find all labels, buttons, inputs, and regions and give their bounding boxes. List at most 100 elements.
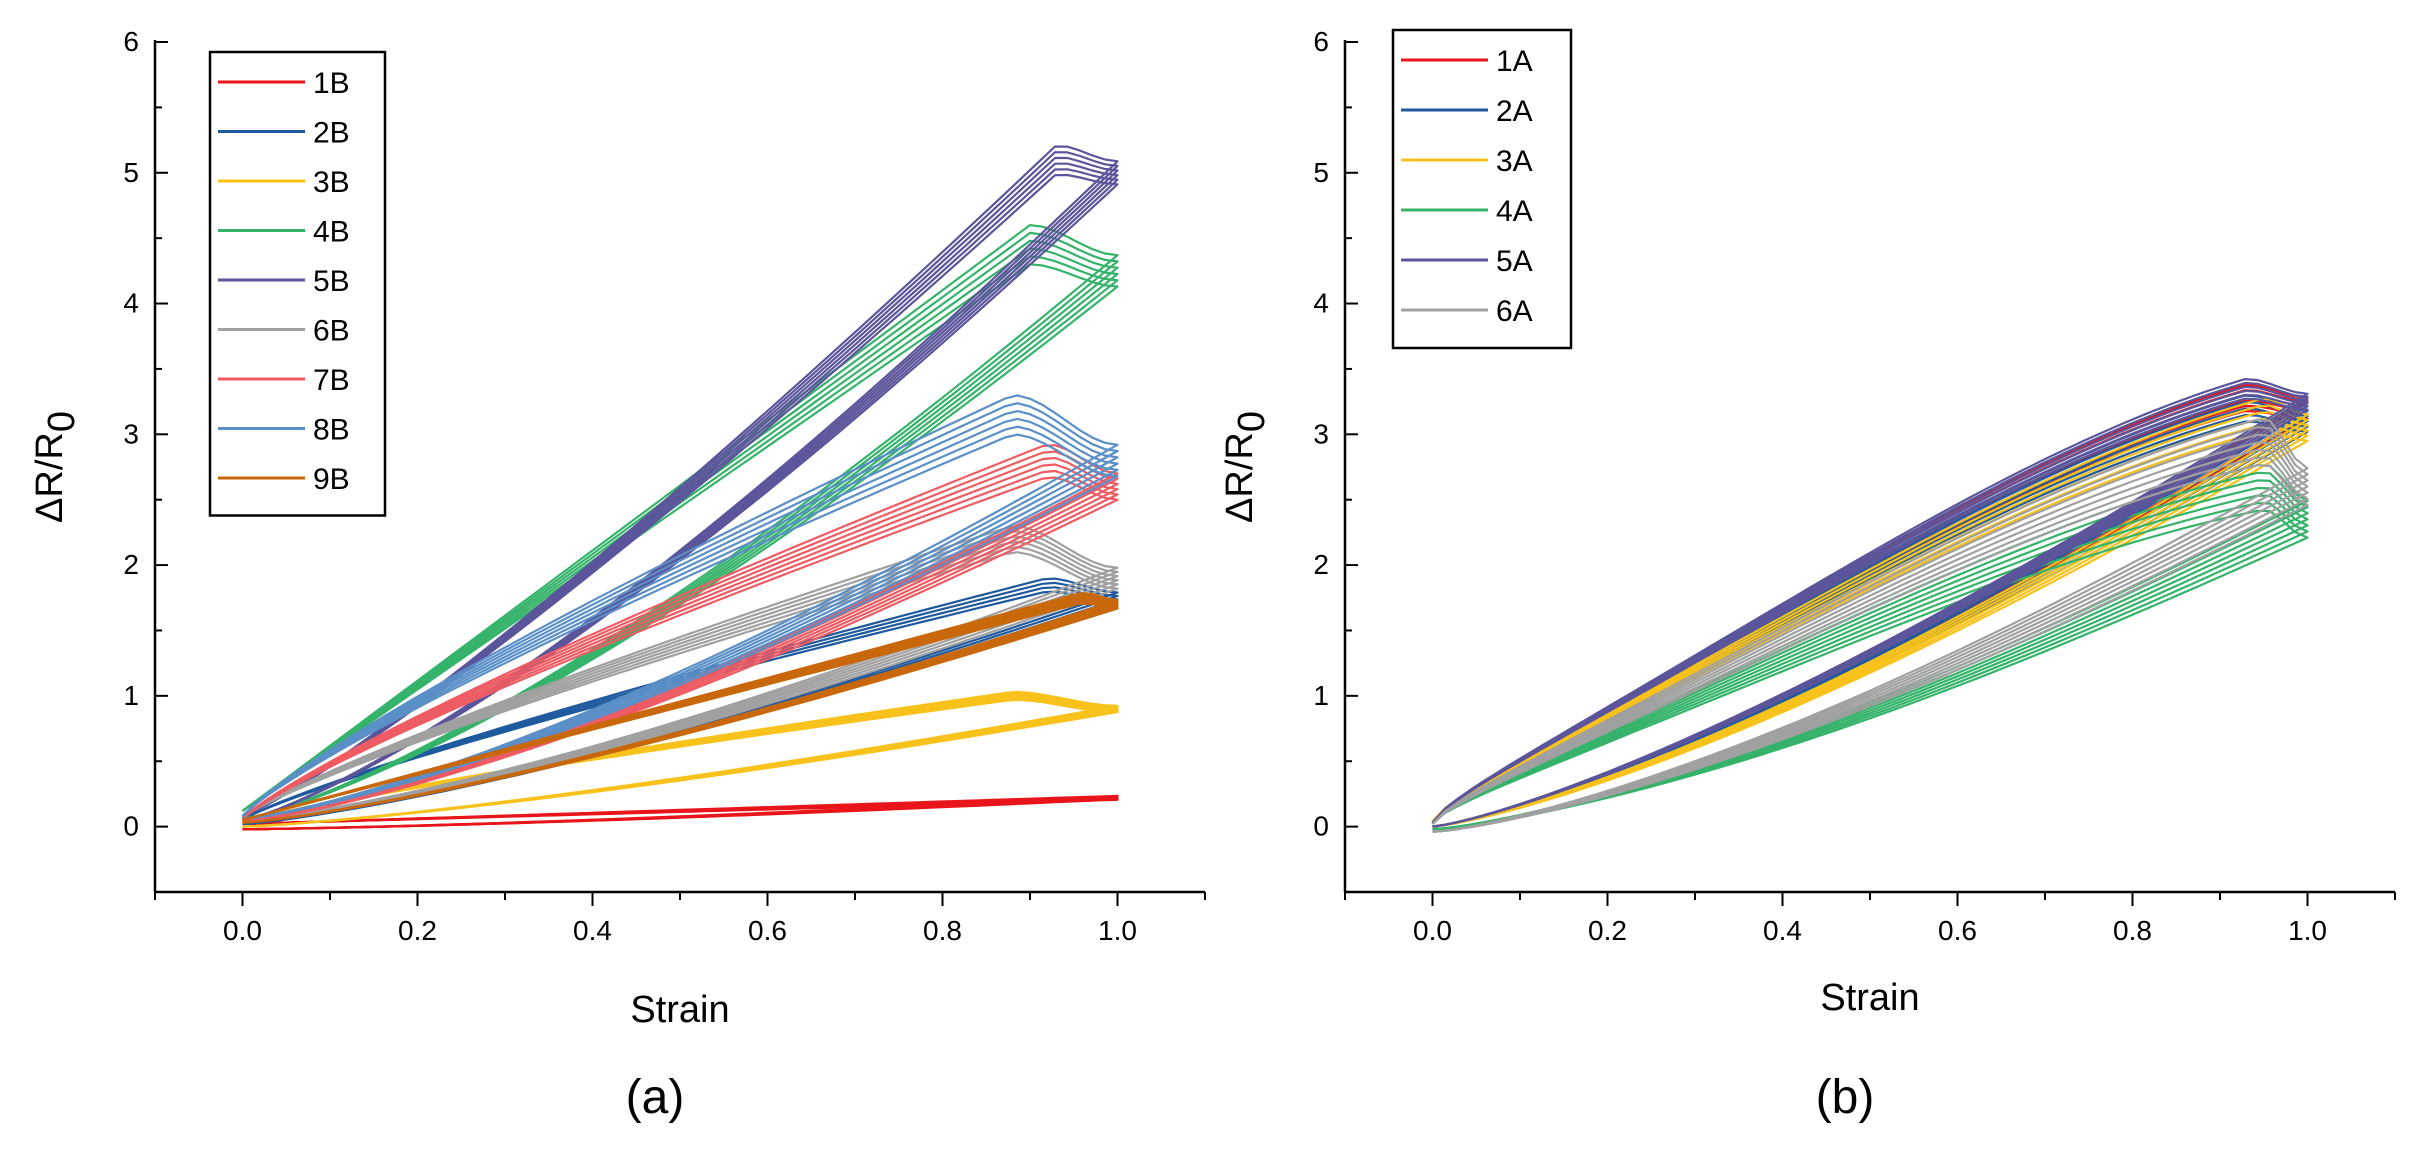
- series-7B-cycle: [241, 476, 1119, 823]
- x-tick-label: 0.0: [223, 915, 262, 946]
- series-6B-cycle: [241, 525, 1119, 822]
- series-6A-cycle: [1431, 441, 2309, 833]
- series-6A-cycle: [1431, 426, 2309, 833]
- y-tick-label: 0: [1313, 811, 1329, 842]
- x-ticks: 0.0 0.2 0.4 0.6 0.8 1.0: [1344, 892, 2396, 946]
- legend-label-5A: 5A: [1496, 245, 1533, 278]
- series-5A: [1431, 378, 2309, 828]
- x-tick-label: 0.0: [1413, 915, 1452, 946]
- panel-label: (b): [1816, 1071, 1875, 1124]
- series-layer: [1431, 378, 2309, 833]
- series-8B-cycle: [241, 417, 1119, 820]
- y-tick-label: 3: [123, 418, 139, 449]
- series-8B: [241, 394, 1119, 820]
- series-2A-cycle: [1431, 400, 2309, 828]
- series-9B: [242, 592, 1119, 824]
- y-tick-label: 2: [1313, 549, 1329, 580]
- series-8B-cycle: [241, 402, 1119, 820]
- x-tick-label: 0.6: [748, 915, 787, 946]
- chart-panel-a: 0 1 2 3 4 5 6 0.0 0.2 0.4 0.6 0.8 1.0 Strain ΔR/R 0 …: [29, 26, 1206, 1124]
- y-axis-title-main: ΔR/R: [1219, 432, 1261, 523]
- legend-label-3B: 3B: [313, 166, 350, 199]
- series-layer: [241, 145, 1119, 831]
- y-tick-label: 0: [123, 811, 139, 842]
- series-6A-cycle: [1431, 464, 2309, 833]
- y-tick-label: 2: [123, 549, 139, 580]
- legend-label-5B: 5B: [313, 265, 350, 298]
- y-ticks: 0 1 2 3 4 5 6: [1313, 26, 1358, 893]
- legend: 1B 2B 3B 4B 5B 6B 7B 8B 9B: [208, 50, 387, 517]
- y-tick-label: 6: [1313, 26, 1329, 57]
- legend-label-3A: 3A: [1496, 145, 1533, 178]
- legend-label-6A: 6A: [1496, 295, 1533, 328]
- y-tick-label: 4: [1313, 288, 1329, 319]
- series-6B: [241, 525, 1119, 822]
- x-tick-label: 0.2: [398, 915, 437, 946]
- series-6A-cycle: [1431, 456, 2309, 833]
- series-8B-cycle: [241, 425, 1119, 820]
- series-6A-cycle: [1431, 433, 2309, 833]
- series-6A-cycle: [1431, 448, 2309, 833]
- x-tick-label: 0.6: [1938, 915, 1977, 946]
- x-ticks: 0.0 0.2 0.4 0.6 0.8 1.0: [154, 892, 1206, 946]
- series-3A: [1431, 398, 2309, 828]
- legend-label-4A: 4A: [1496, 195, 1533, 228]
- legend-label-4B: 4B: [313, 216, 350, 249]
- x-tick-label: 0.8: [923, 915, 962, 946]
- series-8B-cycle: [241, 394, 1119, 820]
- series-8B-cycle: [241, 410, 1119, 820]
- legend-label-1B: 1B: [313, 67, 350, 100]
- legend-label-9B: 9B: [313, 463, 350, 496]
- series-4A-cycle: [1431, 486, 2309, 831]
- series-3A-cycle: [1431, 398, 2309, 828]
- legend-box: [208, 50, 387, 517]
- series-4A-cycle: [1431, 494, 2309, 831]
- y-tick-label: 1: [1313, 680, 1329, 711]
- y-tick-label: 4: [123, 288, 139, 319]
- y-tick-label: 6: [123, 26, 139, 57]
- legend-box: [1391, 28, 1573, 350]
- legend-label-2A: 2A: [1496, 95, 1533, 128]
- y-axis-title-subscript: 0: [41, 411, 83, 432]
- legend-label-6B: 6B: [313, 315, 350, 348]
- x-axis-title: Strain: [1820, 977, 1919, 1019]
- legend-label-1A: 1A: [1496, 45, 1533, 78]
- y-ticks: 0 1 2 3 4 5 6: [123, 26, 168, 893]
- x-tick-label: 0.8: [2113, 915, 2152, 946]
- series-9B-cycle: [242, 592, 1119, 824]
- series-5A-cycle: [1431, 378, 2309, 828]
- series-4A-cycle: [1431, 509, 2309, 831]
- series-3A-cycle: [1431, 411, 2309, 828]
- y-tick-label: 3: [1313, 418, 1329, 449]
- y-tick-label: 5: [123, 157, 139, 188]
- series-1B-cycle: [242, 794, 1119, 831]
- series-4B-cycle: [241, 224, 1119, 820]
- x-axis-title: Strain: [630, 989, 729, 1031]
- series-4B: [241, 224, 1119, 820]
- x-tick-label: 0.4: [1763, 915, 1802, 946]
- series-4A-cycle: [1431, 502, 2309, 831]
- x-tick-label: 0.4: [573, 915, 612, 946]
- series-4B-cycle: [241, 231, 1119, 820]
- series-7B-cycle: [241, 469, 1119, 823]
- series-6A-cycle: [1431, 418, 2309, 833]
- panel-label: (a): [626, 1071, 685, 1124]
- series-4B-cycle: [241, 239, 1119, 820]
- y-axis-title: ΔR/R0: [29, 411, 83, 523]
- legend-label-2B: 2B: [313, 117, 350, 150]
- chart-panel-b: 0 1 2 3 4 5 6 0.0 0.2 0.4 0.6 0.8 1.0 Strain ΔR/R 0 …: [1219, 26, 2396, 1124]
- series-6A: [1431, 418, 2309, 833]
- y-axis-title-subscript: 0: [1231, 411, 1273, 432]
- x-tick-label: 1.0: [2288, 915, 2327, 946]
- x-tick-label: 0.2: [1588, 915, 1627, 946]
- y-tick-label: 5: [1313, 157, 1329, 188]
- series-3A-cycle: [1431, 404, 2309, 828]
- legend-label-8B: 8B: [313, 414, 350, 447]
- y-axis-title-main: ΔR/R: [29, 432, 71, 523]
- y-tick-label: 1: [123, 680, 139, 711]
- x-tick-label: 1.0: [1098, 915, 1137, 946]
- series-1B: [242, 794, 1119, 831]
- legend: 1A 2A 3A 4A 5A 6A: [1391, 28, 1573, 350]
- y-axis-title: ΔR/R0: [1219, 411, 1273, 523]
